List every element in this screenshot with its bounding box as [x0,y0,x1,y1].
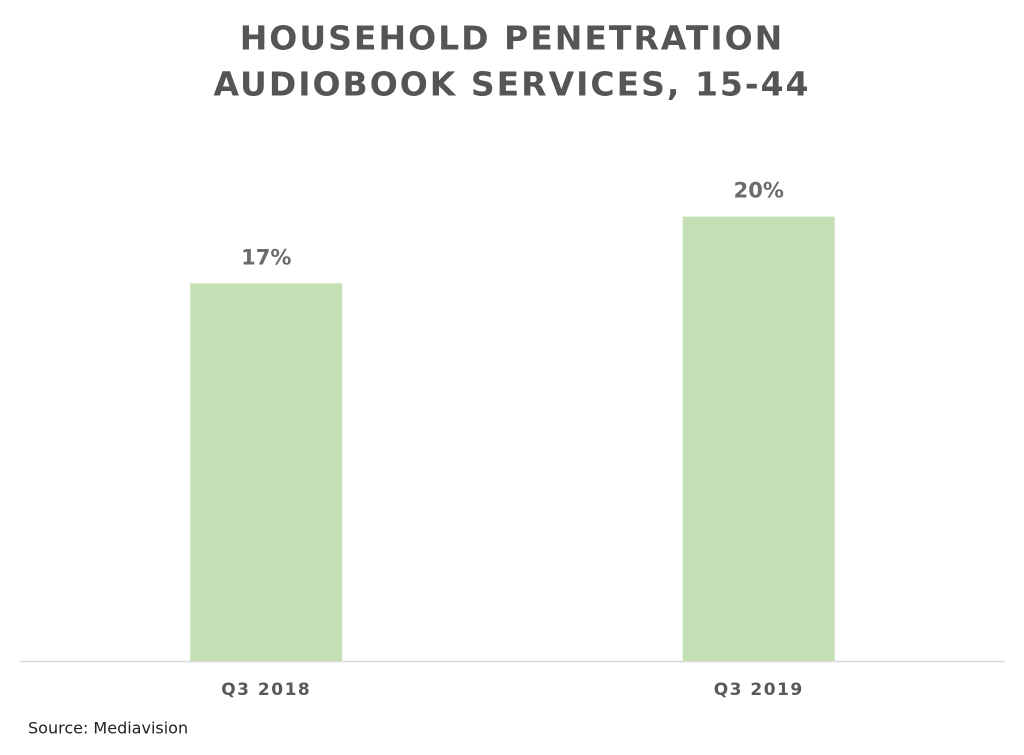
bar [190,283,343,661]
bar [682,216,835,662]
x-tick-label: Q3 2018 [221,680,311,700]
chart-title: HOUSEHOLD PENETRATION [240,19,785,58]
value-label: 17% [241,245,291,269]
x-tick-label: Q3 2019 [714,680,804,700]
source-note: Source: Mediavision [28,719,188,738]
chart-subtitle: AUDIOBOOK SERVICES, 15-44 [214,65,811,104]
value-label: 20% [734,179,784,203]
